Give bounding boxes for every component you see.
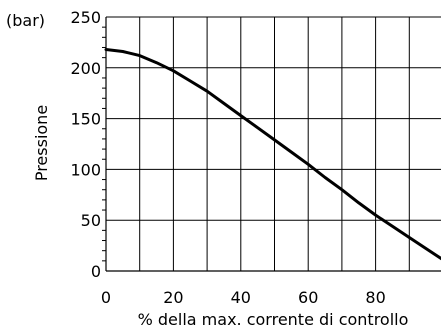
x-tick-label: 80 bbox=[365, 288, 385, 307]
grid bbox=[106, 16, 441, 271]
y-tick-label: 150 bbox=[70, 110, 101, 129]
y-axis-unit: (bar) bbox=[6, 11, 45, 30]
tick-labels: 0 50 100 150 200 250 0 20 40 60 80 bbox=[70, 8, 385, 307]
x-tick-label: 40 bbox=[231, 288, 251, 307]
x-axis-label: % della max. corrente di controllo bbox=[138, 310, 409, 329]
axes bbox=[102, 17, 441, 272]
y-tick-label: 50 bbox=[81, 211, 101, 230]
y-tick-label: 200 bbox=[70, 59, 101, 78]
x-tick-label: 0 bbox=[101, 288, 111, 307]
pressure-curve bbox=[104, 48, 441, 261]
y-axis-label: Pressione bbox=[32, 105, 51, 181]
y-tick-label: 100 bbox=[70, 160, 101, 179]
series bbox=[104, 48, 441, 261]
y-tick-label: 250 bbox=[70, 8, 101, 27]
x-tick-label: 60 bbox=[298, 288, 318, 307]
x-tick-label: 20 bbox=[163, 288, 183, 307]
y-tick-label: 0 bbox=[91, 262, 101, 281]
